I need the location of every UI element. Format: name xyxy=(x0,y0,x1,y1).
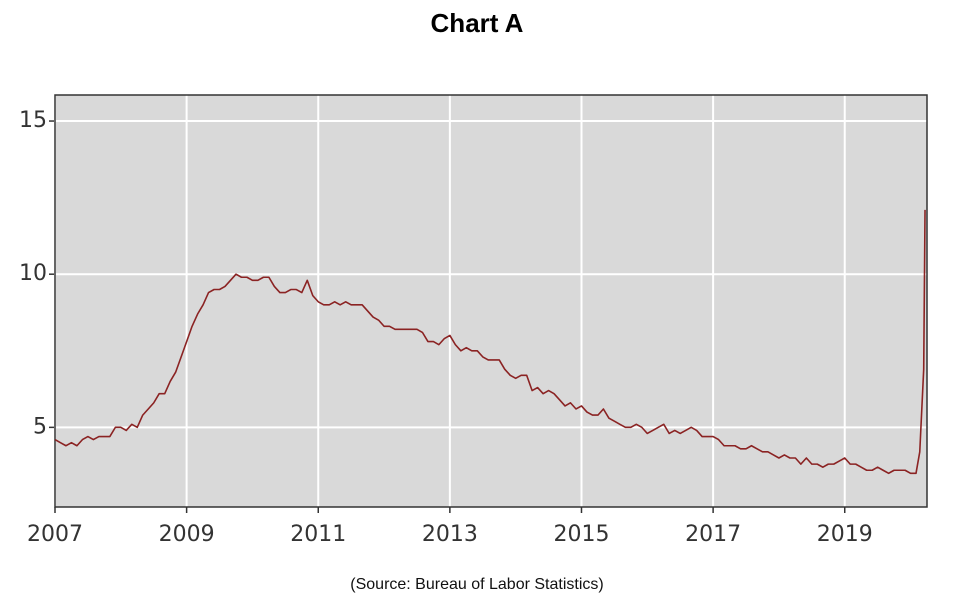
plot-area xyxy=(55,95,927,507)
x-tick-label: 2019 xyxy=(817,522,873,547)
y-tick-label: 15 xyxy=(19,108,47,133)
x-tick-label: 2017 xyxy=(685,522,741,547)
y-tick-label: 10 xyxy=(19,261,47,286)
x-tick-label: 2013 xyxy=(422,522,478,547)
chart-title: Chart A xyxy=(431,8,524,38)
y-tick-label: 5 xyxy=(33,414,47,439)
data-line xyxy=(54,209,926,475)
x-tick-label: 2015 xyxy=(553,522,609,547)
x-tick-label: 2007 xyxy=(27,522,83,547)
x-tick-label: 2009 xyxy=(159,522,215,547)
plot-frame xyxy=(54,94,928,508)
source-note: (Source: Bureau of Labor Statistics) xyxy=(350,576,603,593)
x-tick-label: 2011 xyxy=(290,522,346,547)
